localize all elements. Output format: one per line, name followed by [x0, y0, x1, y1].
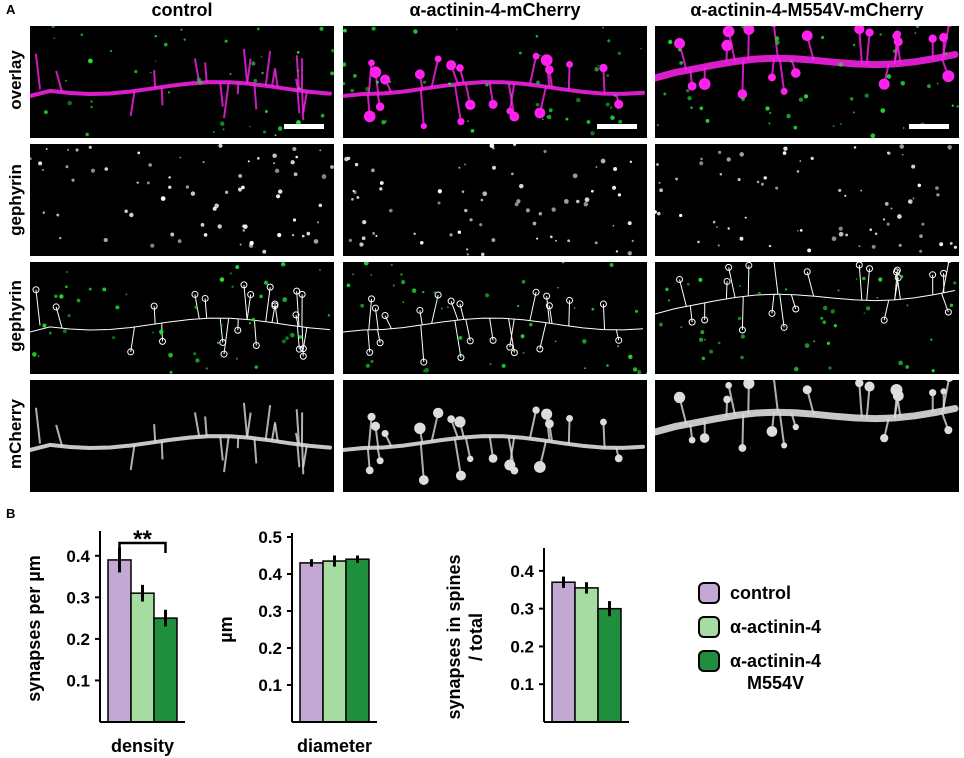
y-tick-label-1-1: 0.2 [258, 639, 282, 658]
micrograph-mcherry-actinin4 [343, 380, 647, 492]
y-tick-label-0-1: 0.2 [66, 630, 90, 649]
x-label-0: density [111, 736, 174, 756]
bar-1-actinin4 [322, 560, 347, 723]
significance-bracket-0 [118, 541, 167, 553]
y-tick-label-1-2: 0.3 [258, 602, 282, 621]
bar-1-control [299, 562, 324, 723]
micrograph-overlay-m554v [655, 26, 959, 138]
legend-item-control: control [698, 582, 791, 604]
micrograph-gephyrin-outline-actinin4 [343, 262, 647, 374]
bar-2-actinin4 [574, 587, 599, 723]
legend-label-control: control [730, 583, 791, 603]
micrograph-overlay-control [30, 26, 334, 138]
legend-swatch-m554v [698, 650, 720, 672]
bar-2-control [551, 581, 576, 723]
legend-item-m554v: α-actinin-4 M554V [698, 650, 821, 694]
bar-0-control [107, 559, 132, 723]
panel-a-letter: A [6, 2, 16, 17]
legend-item-actinin4: α-actinin-4 [698, 616, 821, 638]
row-label-overlay: overlay [6, 50, 25, 110]
micrograph-gephyrin-actinin4 [343, 144, 647, 256]
x-label-1: diameter [297, 736, 372, 756]
legend-label-actinin4: α-actinin-4 [730, 617, 822, 637]
micrograph-gephyrin-outline-m554v [655, 262, 959, 374]
row-label-mcherry: mCherry [6, 399, 25, 469]
bar-charts: 0.1 0.2 0.3 0.4 density synapses per µm ** 0.1 0… [24, 526, 629, 756]
legend-swatch-control [698, 582, 720, 604]
y-label-0: synapses per µm [24, 555, 44, 701]
bar-0-m554v [153, 617, 178, 723]
row-label-gephyrin-outline: gephyrin [6, 280, 25, 352]
y-tick-label-2-0: 0.1 [510, 675, 534, 694]
y-tick-label-1-0: 0.1 [258, 676, 282, 695]
y-tick-label-0-2: 0.3 [66, 588, 90, 607]
y-tick-label-0-0: 0.1 [66, 671, 90, 690]
y-tick-label-1-3: 0.4 [258, 565, 282, 584]
legend-swatch-actinin4 [698, 616, 720, 638]
scale-bar [597, 124, 637, 129]
row-label-gephyrin: gephyrin [6, 164, 25, 236]
column-title-control: control [151, 0, 213, 20]
y-tick-label-2-3: 0.4 [510, 562, 534, 581]
y-tick-label-2-2: 0.3 [510, 600, 534, 619]
panel-b-letter: B [6, 506, 16, 521]
y-tick-label-1-4: 0.5 [258, 528, 282, 547]
micrograph-gephyrin-m554v [655, 144, 959, 256]
y-label-2: synapses in spines / total [444, 554, 486, 719]
micrograph-overlay-actinin4 [343, 26, 647, 138]
scale-bar [284, 124, 324, 129]
bar-2-m554v [597, 607, 622, 723]
micrograph-mcherry-m554v [655, 380, 959, 492]
column-title-m554v: α-actinin-4-M554V-mCherry [690, 0, 924, 20]
y-label-1: µm [216, 616, 236, 642]
bar-1-m554v [345, 558, 370, 723]
micrograph-gephyrin-control [30, 144, 334, 256]
column-title-actinin4: α-actinin-4-mCherry [409, 0, 581, 20]
significance-stars-0: ** [133, 526, 152, 553]
micrograph-gephyrin-outline-control [30, 262, 334, 374]
y-tick-label-0-3: 0.4 [66, 547, 90, 566]
legend-label-m554v: α-actinin-4 M554V [730, 651, 822, 693]
micrograph-mcherry-control [30, 380, 334, 492]
y-tick-label-2-1: 0.2 [510, 637, 534, 656]
bar-0-actinin4 [130, 592, 155, 723]
scale-bar [909, 124, 949, 129]
